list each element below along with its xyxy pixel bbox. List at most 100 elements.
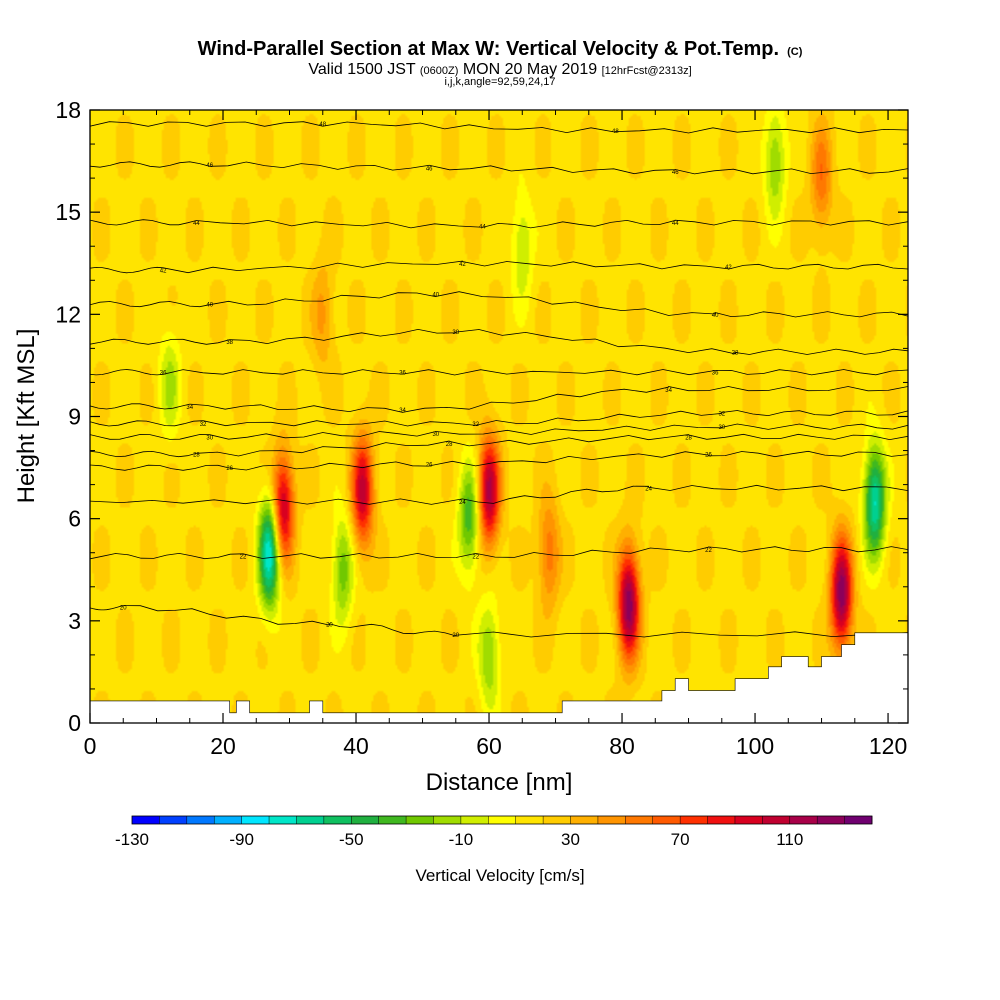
valid-prefix: Valid 1500 JST xyxy=(308,61,416,78)
colorbar-swatch xyxy=(159,816,188,824)
colorbar-swatch xyxy=(734,816,763,824)
theta-contour-line xyxy=(90,328,908,355)
colorbar-swatch xyxy=(625,816,654,824)
x-tick-label: 40 xyxy=(343,733,369,759)
theta-contour-line xyxy=(90,291,908,318)
theta-contours xyxy=(90,121,908,638)
chart-title: Wind-Parallel Section at Max W: Vertical… xyxy=(0,38,1000,61)
y-axis-label: Height [Kft MSL] xyxy=(13,329,40,504)
theta-contour-label: 34 xyxy=(186,405,193,411)
y-tick-label: 18 xyxy=(55,97,81,123)
chart-title-text: Wind-Parallel Section at Max W: Vertical… xyxy=(197,38,780,60)
theta-contour-label: 34 xyxy=(665,388,672,394)
theta-contour-label: 26 xyxy=(226,466,233,472)
theta-contour-label: 28 xyxy=(446,442,453,448)
theta-contour-label: 36 xyxy=(712,371,719,377)
theta-contour-label: 48 xyxy=(319,122,326,128)
theta-contour-line xyxy=(90,605,908,638)
theta-contour-label: 22 xyxy=(705,548,712,554)
theta-contour-label: 20 xyxy=(326,623,333,629)
theta-contour-label: 28 xyxy=(685,435,692,441)
x-tick-label: 100 xyxy=(736,733,774,759)
colorbar-swatch xyxy=(214,816,243,824)
terrain-mask xyxy=(89,632,909,724)
colorbar-swatch xyxy=(652,816,681,824)
theta-contour-label: 36 xyxy=(399,371,406,377)
colorbar-swatch xyxy=(269,816,297,824)
theta-contour-labels: 48 48 46 46 46 44 44 44 42 42 42 40 40 40 38 38 38 36 36 36… xyxy=(120,122,739,639)
theta-contour-label: 34 xyxy=(399,408,406,414)
theta-contour-label: 44 xyxy=(672,221,679,227)
theta-contour-label: 40 xyxy=(206,303,213,309)
y-tick-label: 3 xyxy=(68,608,81,634)
section-params: i,j,k,angle=92,59,24,17 xyxy=(444,76,556,88)
colorbar-swatch xyxy=(351,816,380,824)
colorbar-swatch xyxy=(570,816,599,824)
colorbar-swatch xyxy=(707,816,736,824)
valid-date: MON 20 May 2019 xyxy=(462,61,598,78)
valid-utc: (0600Z) xyxy=(419,65,459,77)
colorbar-tick-label: -90 xyxy=(229,830,254,849)
theta-contour-line xyxy=(90,484,908,505)
theta-contour-label: 20 xyxy=(452,633,459,639)
colorbar-tick-label: 70 xyxy=(671,830,690,849)
colorbar-label: Vertical Velocity [cm/s] xyxy=(415,866,584,885)
theta-contour-label: 46 xyxy=(426,166,433,172)
colorbar-swatch xyxy=(296,816,325,824)
theta-contour-label: 30 xyxy=(432,432,439,438)
colorbar-swatch xyxy=(186,816,215,824)
theta-contour-label: 48 xyxy=(612,129,619,135)
colorbar-swatch xyxy=(817,816,845,824)
velocity-field xyxy=(90,110,908,723)
theta-contour-line xyxy=(90,423,908,440)
colorbar: -130 -90 -50 -10 30 70 110 xyxy=(115,815,873,849)
y-tick-label: 6 xyxy=(68,506,81,532)
colorbar-swatch xyxy=(433,816,462,824)
plot-area: 48 48 46 46 46 44 44 44 42 42 42 40 40 40 38 38 38 36 36 36… xyxy=(89,109,909,724)
y-tick-label: 15 xyxy=(55,199,81,225)
theta-contour-line xyxy=(90,433,908,458)
chart-subtitle: Valid 1500 JST (0600Z) MON 20 May 2019 [… xyxy=(0,61,1000,79)
colorbar-tick-label: 110 xyxy=(776,830,803,849)
colorbar-swatch xyxy=(378,816,407,824)
colorbar-swatch xyxy=(460,816,489,824)
theta-contour-label: 36 xyxy=(160,371,167,377)
theta-contour-label: 46 xyxy=(672,170,679,176)
colorbar-swatch xyxy=(680,816,708,824)
theta-contour-label: 22 xyxy=(240,555,247,561)
theta-contour-line xyxy=(90,546,908,560)
theta-contour-label: 42 xyxy=(160,269,167,275)
x-axis: 0 20 40 60 80 100 120 xyxy=(84,110,907,759)
colorbar-tick-label: -10 xyxy=(449,830,474,849)
colorbar-swatch xyxy=(762,816,791,824)
colorbar-frame xyxy=(131,815,873,825)
theta-contour-label: 38 xyxy=(732,350,739,356)
x-tick-label: 60 xyxy=(476,733,502,759)
theta-contour-line xyxy=(90,219,908,229)
theta-contour-line xyxy=(90,410,908,427)
theta-contour-label: 42 xyxy=(725,265,732,271)
x-tick-label: 80 xyxy=(609,733,635,759)
theta-contour-label: 32 xyxy=(472,422,479,428)
colorbar-swatch xyxy=(132,816,160,824)
x-tick-label: 20 xyxy=(210,733,236,759)
theta-contour-label: 28 xyxy=(193,452,200,458)
theta-contour-label: 20 xyxy=(120,606,127,612)
theta-contour-label: 30 xyxy=(718,425,725,431)
colorbar-swatch xyxy=(543,816,571,824)
colorbar-swatch xyxy=(406,816,434,824)
theta-contour-label: 30 xyxy=(206,435,213,441)
colorbar-tick-label: 30 xyxy=(561,830,580,849)
theta-contour-label: 26 xyxy=(426,463,433,469)
colorbar-swatch xyxy=(323,816,352,824)
theta-contour-label: 24 xyxy=(459,500,466,506)
theta-contour-label: 24 xyxy=(645,487,652,493)
theta-contour-label: 32 xyxy=(718,412,725,418)
colorbar-swatch xyxy=(515,816,544,824)
colorbar-swatch xyxy=(241,816,270,824)
colorbar-tick-label: -130 xyxy=(115,830,149,849)
y-tick-label: 12 xyxy=(55,301,81,327)
y-tick-label: 9 xyxy=(68,404,81,430)
